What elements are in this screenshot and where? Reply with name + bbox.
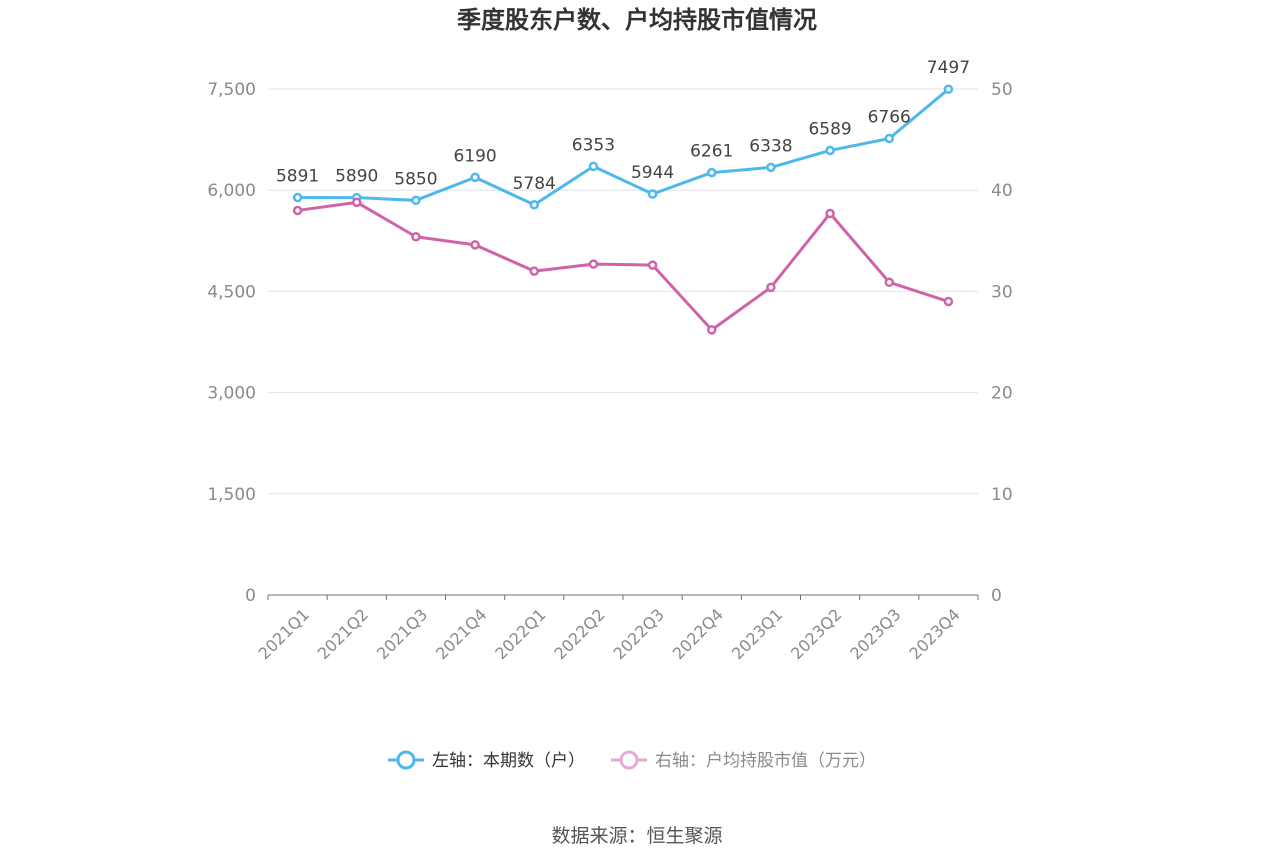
data-point xyxy=(884,277,894,288)
data-label: 6338 xyxy=(749,136,792,156)
legend-item-1[interactable]: 右轴：户均持股市值（万元） xyxy=(611,750,876,771)
left-tick-label: 6,000 xyxy=(207,181,256,201)
right-tick-label: 40 xyxy=(991,181,1013,201)
x-tick-label: 2023Q1 xyxy=(728,605,786,663)
x-tick-label: 2021Q4 xyxy=(432,605,490,663)
data-point xyxy=(707,325,717,335)
data-point xyxy=(588,259,599,269)
legend-item-0[interactable]: 左轴：本期数（户） xyxy=(388,750,585,771)
data-point xyxy=(943,296,954,307)
data-point xyxy=(647,189,658,199)
right-axis: 0 10 20 30 40 50 xyxy=(991,80,1013,606)
data-point xyxy=(766,162,776,173)
x-tick-label: 2022Q1 xyxy=(491,605,549,663)
data-point xyxy=(292,205,303,216)
data-point xyxy=(411,232,421,242)
chart-title: 季度股东户数、户均持股市值情况 xyxy=(457,6,817,34)
data-labels: 5891 5890 5850 6190 5784 6353 5944 6261 6338 6589… xyxy=(276,58,970,194)
data-point xyxy=(825,145,835,156)
data-label: 6766 xyxy=(868,108,911,128)
data-point xyxy=(470,172,480,183)
legend-label: 左轴：本期数（户） xyxy=(432,751,585,771)
left-tick-label: 1,500 xyxy=(207,485,256,505)
data-point xyxy=(943,84,954,94)
right-tick-label: 10 xyxy=(991,485,1013,505)
data-point xyxy=(884,133,894,144)
data-label: 5890 xyxy=(335,167,378,187)
x-tick-label: 2021Q2 xyxy=(314,605,372,663)
left-tick-label: 0 xyxy=(245,586,256,606)
data-label: 6261 xyxy=(690,142,733,162)
x-tick-label: 2023Q3 xyxy=(846,605,904,663)
data-label: 6190 xyxy=(453,146,496,166)
x-axis: 2021Q1 2021Q2 2021Q3 2021Q4 2022Q1 2022Q2 2022… xyxy=(255,594,979,663)
x-tick-label: 2021Q1 xyxy=(255,605,313,663)
legend-marker xyxy=(619,750,639,770)
x-tick-label: 2022Q3 xyxy=(610,605,668,663)
data-label: 5944 xyxy=(631,163,674,183)
data-label: 6353 xyxy=(572,135,615,155)
data-point xyxy=(352,197,362,208)
left-tick-label: 3,000 xyxy=(207,384,256,404)
data-label: 5784 xyxy=(513,174,556,194)
right-tick-label: 20 xyxy=(991,384,1013,404)
data-point xyxy=(292,192,303,203)
data-point xyxy=(529,266,539,276)
source-note: 数据来源：恒生聚源 xyxy=(551,825,722,847)
data-label: 6589 xyxy=(808,119,851,139)
left-tick-label: 7,500 xyxy=(207,80,256,100)
data-point xyxy=(647,260,658,270)
right-tick-label: 30 xyxy=(991,282,1013,302)
grid xyxy=(268,88,978,495)
data-point xyxy=(411,195,421,206)
data-point xyxy=(766,282,776,293)
data-point xyxy=(529,200,539,210)
data-label: 5850 xyxy=(394,169,437,189)
left-tick-label: 4,500 xyxy=(207,282,256,302)
x-tick-label: 2023Q4 xyxy=(905,605,963,663)
x-tick-label: 2022Q2 xyxy=(550,605,608,663)
legend-label: 右轴：户均持股市值（万元） xyxy=(655,751,876,771)
right-tick-label: 50 xyxy=(991,80,1013,100)
data-point xyxy=(470,240,480,250)
x-tick-label: 2022Q4 xyxy=(669,605,727,663)
x-tick-label: 2023Q2 xyxy=(787,605,845,663)
data-point xyxy=(825,208,835,219)
data-label: 5891 xyxy=(276,167,319,187)
series-points xyxy=(292,84,954,335)
series-lines xyxy=(297,88,950,332)
series-line-1 xyxy=(297,200,949,332)
legend: 左轴：本期数（户） 右轴：户均持股市值（万元） xyxy=(388,750,876,771)
right-tick-label: 0 xyxy=(991,586,1002,606)
x-tick-label: 2021Q3 xyxy=(373,605,431,663)
left-axis: 0 1,500 3,000 4,500 6,000 7,500 xyxy=(207,80,256,606)
data-label: 7497 xyxy=(927,58,970,78)
data-point xyxy=(588,161,599,172)
legend-marker xyxy=(396,750,416,770)
series-line-0 xyxy=(297,88,950,207)
data-point xyxy=(707,167,717,178)
